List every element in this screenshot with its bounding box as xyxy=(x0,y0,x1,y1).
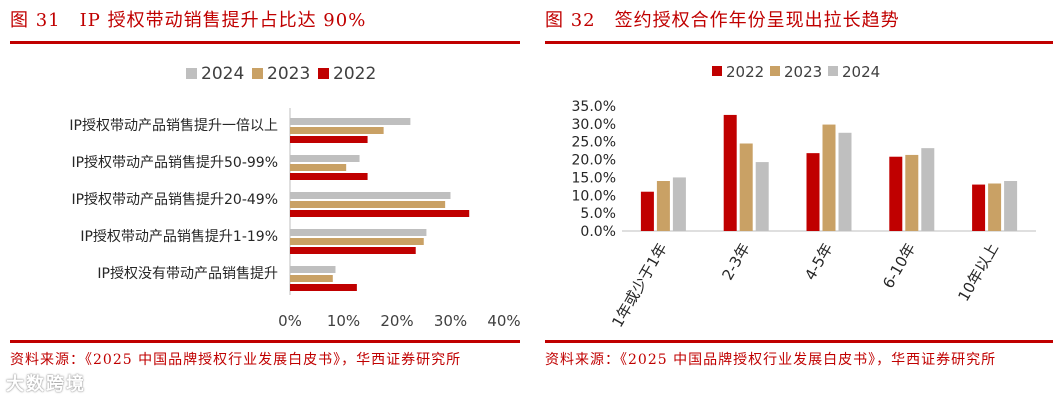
y-tick-label: 25.0% xyxy=(572,135,616,151)
y-tick-label: 35.0% xyxy=(572,99,616,115)
bar-2024 xyxy=(838,132,852,231)
y-tick-label: 10.0% xyxy=(572,188,616,204)
bar-2024 xyxy=(290,229,427,236)
y-tick-label: 0.0% xyxy=(580,224,616,240)
horizontal-bar-chart: 2024 2023 2022 IP授权带动产品销售提升一倍以上 IP授权带动产品销售提升… xyxy=(69,64,520,330)
x-tick-label: 0% xyxy=(278,312,302,330)
watermark-logo: 大数跨境 xyxy=(6,374,86,395)
bar-2022 xyxy=(972,184,986,231)
bar-2024 xyxy=(672,177,686,231)
category-label: IP授权带动产品销售提升50-99% xyxy=(71,155,278,171)
legend-swatch-2022 xyxy=(318,68,329,79)
y-tick-label: 20.0% xyxy=(572,153,616,169)
category-label: IP授权没有带动产品销售提升 xyxy=(97,266,278,282)
vertical-bar-chart: 2022 2023 2024 0.0% 5.0% 10.0% 15.0%20.0% 25.0%… xyxy=(572,63,1036,330)
bar-2023 xyxy=(822,124,836,231)
category-label: IP授权带动产品销售提升20-49% xyxy=(71,192,278,208)
bar-2023 xyxy=(988,183,1002,231)
legend-swatch-2022 xyxy=(712,66,722,76)
legend-swatch-2023 xyxy=(252,68,263,79)
legend-label-2023: 2023 xyxy=(267,64,310,84)
bar-2023 xyxy=(290,127,384,134)
right-bottom-rule xyxy=(545,340,1053,343)
x-tick-label: 10% xyxy=(327,312,360,330)
left-figure-source: 资料来源：《2025 中国品牌授权行业发展白皮书》，华西证券研究所 xyxy=(10,352,462,368)
legend-label-2022: 2022 xyxy=(333,64,376,84)
legend-label-2023: 2023 xyxy=(784,63,822,81)
bar-2023 xyxy=(290,275,333,282)
bar-2024 xyxy=(290,118,411,125)
bar-2023 xyxy=(290,238,424,245)
bar-2022 xyxy=(290,247,416,254)
bar-2022 xyxy=(806,153,820,231)
bar-2023 xyxy=(905,154,919,231)
bar-2024 xyxy=(290,192,451,199)
x-category-label: 2-3年 xyxy=(718,240,753,283)
bar-2023 xyxy=(656,181,670,231)
left-bottom-rule xyxy=(10,340,520,343)
x-category-label: 4-5年 xyxy=(801,240,836,283)
legend-swatch-2023 xyxy=(770,66,780,76)
right-figure-source: 资料来源：《2025 中国品牌授权行业发展白皮书》，华西证券研究所 xyxy=(545,352,997,368)
category-label: IP授权带动产品销售提升一倍以上 xyxy=(69,118,278,134)
legend-label-2022: 2022 xyxy=(726,63,764,81)
bar-2022 xyxy=(640,191,654,231)
x-category-label: 10年以上 xyxy=(954,240,1002,305)
bar-2022 xyxy=(889,156,903,231)
bar-2022 xyxy=(290,173,368,180)
left-figure-title: 图 31 IP 授权带动销售提升占比达 90% xyxy=(10,10,367,31)
x-tick-label: 20% xyxy=(380,312,413,330)
left-title-rule xyxy=(10,41,520,44)
bar-2022 xyxy=(290,210,470,217)
legend-label-2024: 2024 xyxy=(201,64,244,84)
bar-2024 xyxy=(755,162,769,231)
y-tick-label: 30.0% xyxy=(572,117,616,133)
right-title-rule xyxy=(545,41,1053,44)
bar-2023 xyxy=(739,143,753,231)
bar-2024 xyxy=(1004,181,1018,231)
legend-swatch-2024 xyxy=(186,68,197,79)
category-label: IP授权带动产品销售提升1-19% xyxy=(80,229,278,245)
bar-2024 xyxy=(921,148,935,231)
legend-label-2024: 2024 xyxy=(842,63,880,81)
x-tick-label: 30% xyxy=(434,312,467,330)
bar-2024 xyxy=(290,266,336,273)
x-category-label: 1年或少于1年 xyxy=(608,240,671,330)
bar-2022 xyxy=(723,114,737,231)
y-tick-label: 15.0% xyxy=(572,170,616,186)
bar-2022 xyxy=(290,136,368,143)
y-tick-label: 5.0% xyxy=(580,206,616,222)
bar-2023 xyxy=(290,164,347,171)
x-category-label: 6-10年 xyxy=(879,240,919,291)
bar-2022 xyxy=(290,284,357,291)
x-tick-label: 40% xyxy=(487,312,520,330)
right-figure-title: 图 32 签约授权合作年份呈现出拉长趋势 xyxy=(545,10,900,31)
bar-2023 xyxy=(290,201,446,208)
legend-swatch-2024 xyxy=(828,66,838,76)
bar-2024 xyxy=(290,155,360,162)
